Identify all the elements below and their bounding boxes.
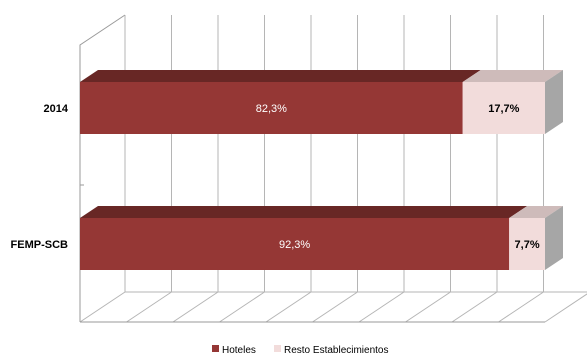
data-label-resto-establecimientos-femp-scb: 7,7% xyxy=(515,239,540,251)
bar-front-face xyxy=(509,218,545,270)
gridline-floor xyxy=(358,291,405,323)
bar-top-face xyxy=(80,70,481,82)
bar-side-face xyxy=(545,70,563,134)
bar-top-face xyxy=(80,206,528,218)
bar-front-face xyxy=(462,82,545,134)
bar-hoteles-femp-scb xyxy=(80,206,528,270)
legend-label: Resto Establecimientos xyxy=(284,345,389,356)
gridline-floor xyxy=(312,291,358,323)
category-label-2014: 2014 xyxy=(44,103,69,115)
gridline-floor xyxy=(265,291,312,323)
category-label-femp-scb: FEMP-SCB xyxy=(11,239,69,251)
legend: Hoteles Resto Establecimientos xyxy=(212,345,389,356)
gridline-floor xyxy=(451,291,498,323)
legend-item-hoteles: Hoteles xyxy=(212,345,256,356)
gridline-floor xyxy=(79,291,126,323)
side-wall-edge xyxy=(79,14,126,322)
data-label-hoteles-femp-scb: 92,3% xyxy=(279,239,310,251)
grid-layer xyxy=(79,14,587,323)
data-label-hoteles-2014: 82,3% xyxy=(256,103,287,115)
bar-hoteles-2014 xyxy=(80,70,481,134)
bar-front-face xyxy=(80,218,510,270)
legend-label: Hoteles xyxy=(222,345,256,356)
gridline-floor xyxy=(405,291,451,323)
labels-layer: 82,3% 17,7% 2014 92,3% 7,7% FEMP-SCB xyxy=(11,103,540,251)
gridline-floor xyxy=(544,293,587,323)
bar-resto-establecimientos-femp-scb xyxy=(509,206,563,270)
legend-swatch xyxy=(274,345,281,352)
bar-resto-establecimientos-2014 xyxy=(462,70,563,134)
gridline-floor xyxy=(498,291,544,323)
legend-item-resto-establecimientos: Resto Establecimientos xyxy=(274,345,389,356)
data-label-resto-establecimientos-2014: 17,7% xyxy=(488,103,519,115)
bar-top-face xyxy=(462,70,563,82)
gridline-floor xyxy=(126,291,172,323)
gridline-floor xyxy=(172,291,219,323)
gridline-floor xyxy=(219,291,265,323)
bars-layer xyxy=(80,70,563,270)
bar-top-face xyxy=(509,206,563,218)
bar-side-face xyxy=(545,206,563,270)
bar-front-face xyxy=(80,82,463,134)
legend-swatch xyxy=(212,345,219,352)
